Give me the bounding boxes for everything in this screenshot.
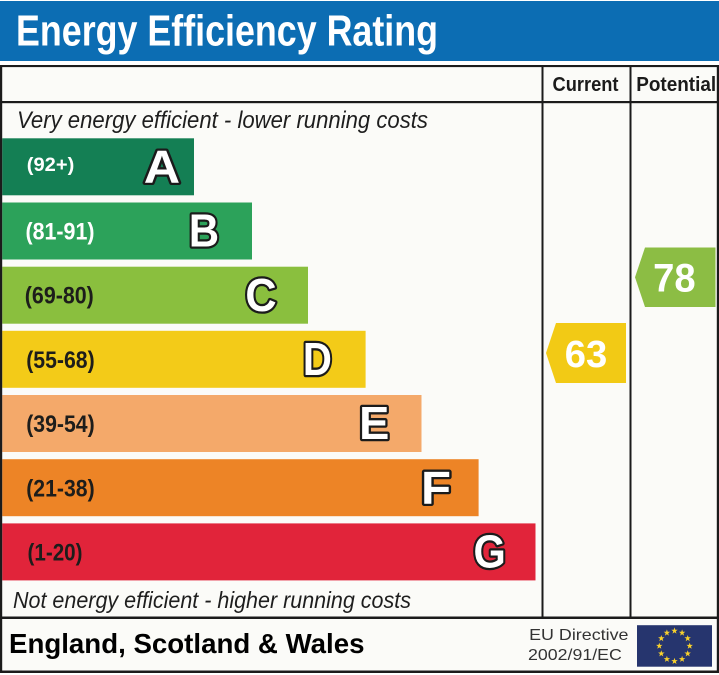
svg-text:(92+): (92+) bbox=[27, 154, 75, 176]
svg-text:(55-68): (55-68) bbox=[26, 347, 95, 374]
svg-text:D: D bbox=[303, 333, 332, 385]
svg-text:Very energy efficient - lower: Very energy efficient - lower running co… bbox=[17, 107, 428, 134]
svg-text:78: 78 bbox=[653, 257, 696, 301]
svg-text:(21-38): (21-38) bbox=[26, 475, 95, 502]
svg-text:63: 63 bbox=[565, 334, 608, 376]
svg-text:G: G bbox=[474, 526, 506, 578]
svg-text:EU Directive: EU Directive bbox=[529, 627, 628, 644]
svg-text:(39-54): (39-54) bbox=[26, 411, 95, 438]
svg-text:Potential: Potential bbox=[636, 73, 716, 96]
svg-text:(69-80): (69-80) bbox=[25, 283, 94, 310]
svg-text:E: E bbox=[359, 397, 389, 449]
svg-text:2002/91/EC: 2002/91/EC bbox=[528, 647, 622, 664]
svg-text:(1-20): (1-20) bbox=[28, 540, 83, 567]
svg-text:Not energy efficient - higher: Not energy efficient - higher running co… bbox=[13, 587, 411, 613]
svg-text:F: F bbox=[421, 461, 451, 513]
svg-text:B: B bbox=[189, 205, 219, 257]
svg-text:(81-91): (81-91) bbox=[26, 218, 95, 245]
svg-text:England, Scotland & Wales: England, Scotland & Wales bbox=[9, 628, 365, 659]
svg-text:A: A bbox=[144, 141, 180, 193]
svg-text:C: C bbox=[245, 269, 276, 321]
svg-text:Energy Efficiency Rating: Energy Efficiency Rating bbox=[16, 6, 438, 55]
svg-text:Current: Current bbox=[553, 73, 619, 96]
